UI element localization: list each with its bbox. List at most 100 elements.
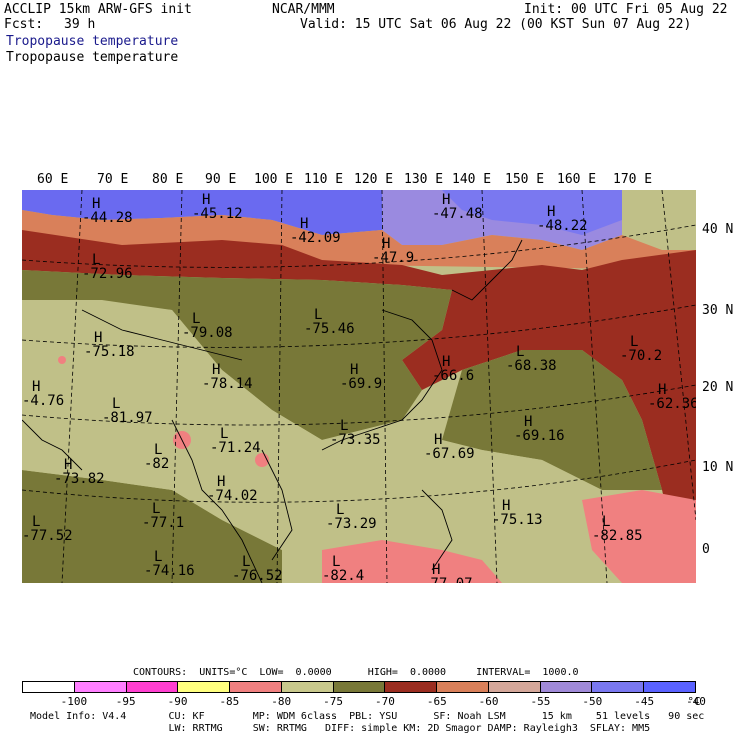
- low-marker: L: [92, 252, 100, 268]
- color-bar-tick: -80: [271, 695, 292, 708]
- marker-value: -73.82: [54, 471, 105, 487]
- longitude-label: 100 E: [254, 172, 294, 187]
- patch-pink-3: [58, 356, 66, 364]
- marker-value: -76.52: [232, 568, 283, 583]
- longitude-label: 90 E: [205, 172, 237, 187]
- high-marker: H: [442, 354, 450, 370]
- region-lightolive-central: [22, 300, 682, 583]
- marker-value: -77.52: [22, 528, 73, 544]
- marker-value: -71.24: [210, 440, 261, 456]
- longitude-label: 130 E: [404, 172, 444, 187]
- region-olive-east: [442, 350, 662, 490]
- low-marker: L: [220, 426, 228, 442]
- color-bar-tick: -100: [60, 695, 88, 708]
- low-marker: L: [516, 344, 524, 360]
- latitude-label: 30 N: [702, 303, 734, 318]
- color-bin: [126, 682, 179, 692]
- low-marker: L: [314, 307, 322, 323]
- color-bar-tick: -50: [582, 695, 603, 708]
- high-marker: H: [217, 474, 225, 490]
- marker-value: -75.13: [492, 512, 543, 528]
- latitude-label: 20 N: [702, 380, 734, 395]
- marker-value: -74.02: [207, 488, 258, 504]
- field-title-contour: Tropopause temperature: [6, 50, 179, 65]
- region-darkred-jet: [22, 230, 696, 583]
- color-bin: [23, 682, 75, 692]
- high-marker: H: [502, 498, 510, 514]
- forecast-hour: 39 h: [64, 17, 96, 32]
- high-marker: H: [202, 192, 210, 208]
- valid-time: Valid: 15 UTC Sat 06 Aug 22 (00 KST Sun …: [300, 17, 692, 32]
- marker-value: -70.2: [620, 348, 662, 364]
- color-bar-tick: -45: [634, 695, 655, 708]
- low-marker: L: [242, 554, 250, 570]
- color-bin: [592, 682, 645, 692]
- marker-value: -73.29: [326, 516, 377, 532]
- region-olive-south: [22, 470, 282, 583]
- color-bin: [333, 682, 386, 692]
- high-marker: H: [64, 457, 72, 473]
- color-bar-tick: -60: [478, 695, 499, 708]
- low-marker: L: [192, 311, 200, 327]
- high-marker: H: [434, 432, 442, 448]
- low-marker: L: [340, 418, 348, 434]
- low-marker: L: [630, 334, 638, 350]
- longitude-label: 70 E: [97, 172, 129, 187]
- contours-info: CONTOURS: UNITS=°C LOW= 0.0000 HIGH= 0.0…: [133, 667, 579, 678]
- longitude-label: 150 E: [505, 172, 545, 187]
- marker-value: -66.6: [432, 368, 474, 384]
- marker-value: -73.35: [330, 432, 381, 448]
- high-marker: H: [382, 236, 390, 252]
- high-marker: H: [350, 362, 358, 378]
- hl-markers: H-44.28H-45.12H-42.09H-47.48 H-48.22H-47.…: [22, 192, 696, 583]
- color-bar-tick: -85: [219, 695, 240, 708]
- high-marker: H: [658, 382, 666, 398]
- high-marker: H: [212, 362, 220, 378]
- init-time: Init: 00 UTC Fri 05 Aug 22: [524, 2, 728, 17]
- low-marker: L: [152, 501, 160, 517]
- longitude-label: 160 E: [557, 172, 597, 187]
- marker-value: -69.16: [514, 428, 565, 444]
- low-marker: L: [32, 514, 40, 530]
- marker-value: -62.36: [648, 396, 696, 412]
- longitude-label: 80 E: [152, 172, 184, 187]
- marker-value: -82.85: [592, 528, 643, 544]
- region-pink-south: [322, 540, 502, 583]
- marker-value: -79.08: [182, 325, 233, 341]
- color-bar-tick: -55: [530, 695, 551, 708]
- high-marker: H: [432, 562, 440, 578]
- marker-value: -47.48: [432, 206, 483, 222]
- latitude-label: 0: [702, 542, 710, 557]
- marker-value: -77.07: [422, 576, 473, 583]
- color-bar-tick: -90: [167, 695, 188, 708]
- marker-value: -75.46: [304, 321, 355, 337]
- center-label: NCAR/MMM: [272, 2, 335, 17]
- forecast-label: Fcst:: [4, 17, 44, 32]
- marker-value: -48.22: [537, 218, 588, 234]
- low-marker: L: [602, 514, 610, 530]
- high-marker: H: [300, 216, 308, 232]
- longitude-label: 110 E: [304, 172, 344, 187]
- marker-value: -44.28: [82, 210, 133, 226]
- color-bar: [22, 681, 696, 693]
- high-marker: H: [32, 379, 40, 395]
- color-bar-tick: -65: [426, 695, 447, 708]
- high-marker: H: [547, 204, 555, 220]
- marker-value: -77.1: [142, 515, 184, 531]
- color-bar-tick: -70: [374, 695, 395, 708]
- marker-value: -69.9: [340, 376, 382, 392]
- model-title: ACCLIP 15km ARW-GFS init: [4, 2, 192, 17]
- latitude-label: 40 N: [702, 222, 734, 237]
- marker-value: -67.69: [424, 446, 475, 462]
- color-bar-tick: -40: [686, 695, 706, 708]
- color-bin: [281, 682, 334, 692]
- region-blue-ne: [442, 190, 622, 235]
- color-bin: [540, 682, 593, 692]
- low-marker: L: [154, 442, 162, 458]
- longitude-label: 170 E: [613, 172, 653, 187]
- color-bar-tick: -75: [323, 695, 343, 708]
- color-bin: [178, 682, 231, 692]
- longitude-label: 120 E: [354, 172, 394, 187]
- marker-value: -81.97: [102, 410, 153, 426]
- marker-value: -74.16: [144, 563, 195, 579]
